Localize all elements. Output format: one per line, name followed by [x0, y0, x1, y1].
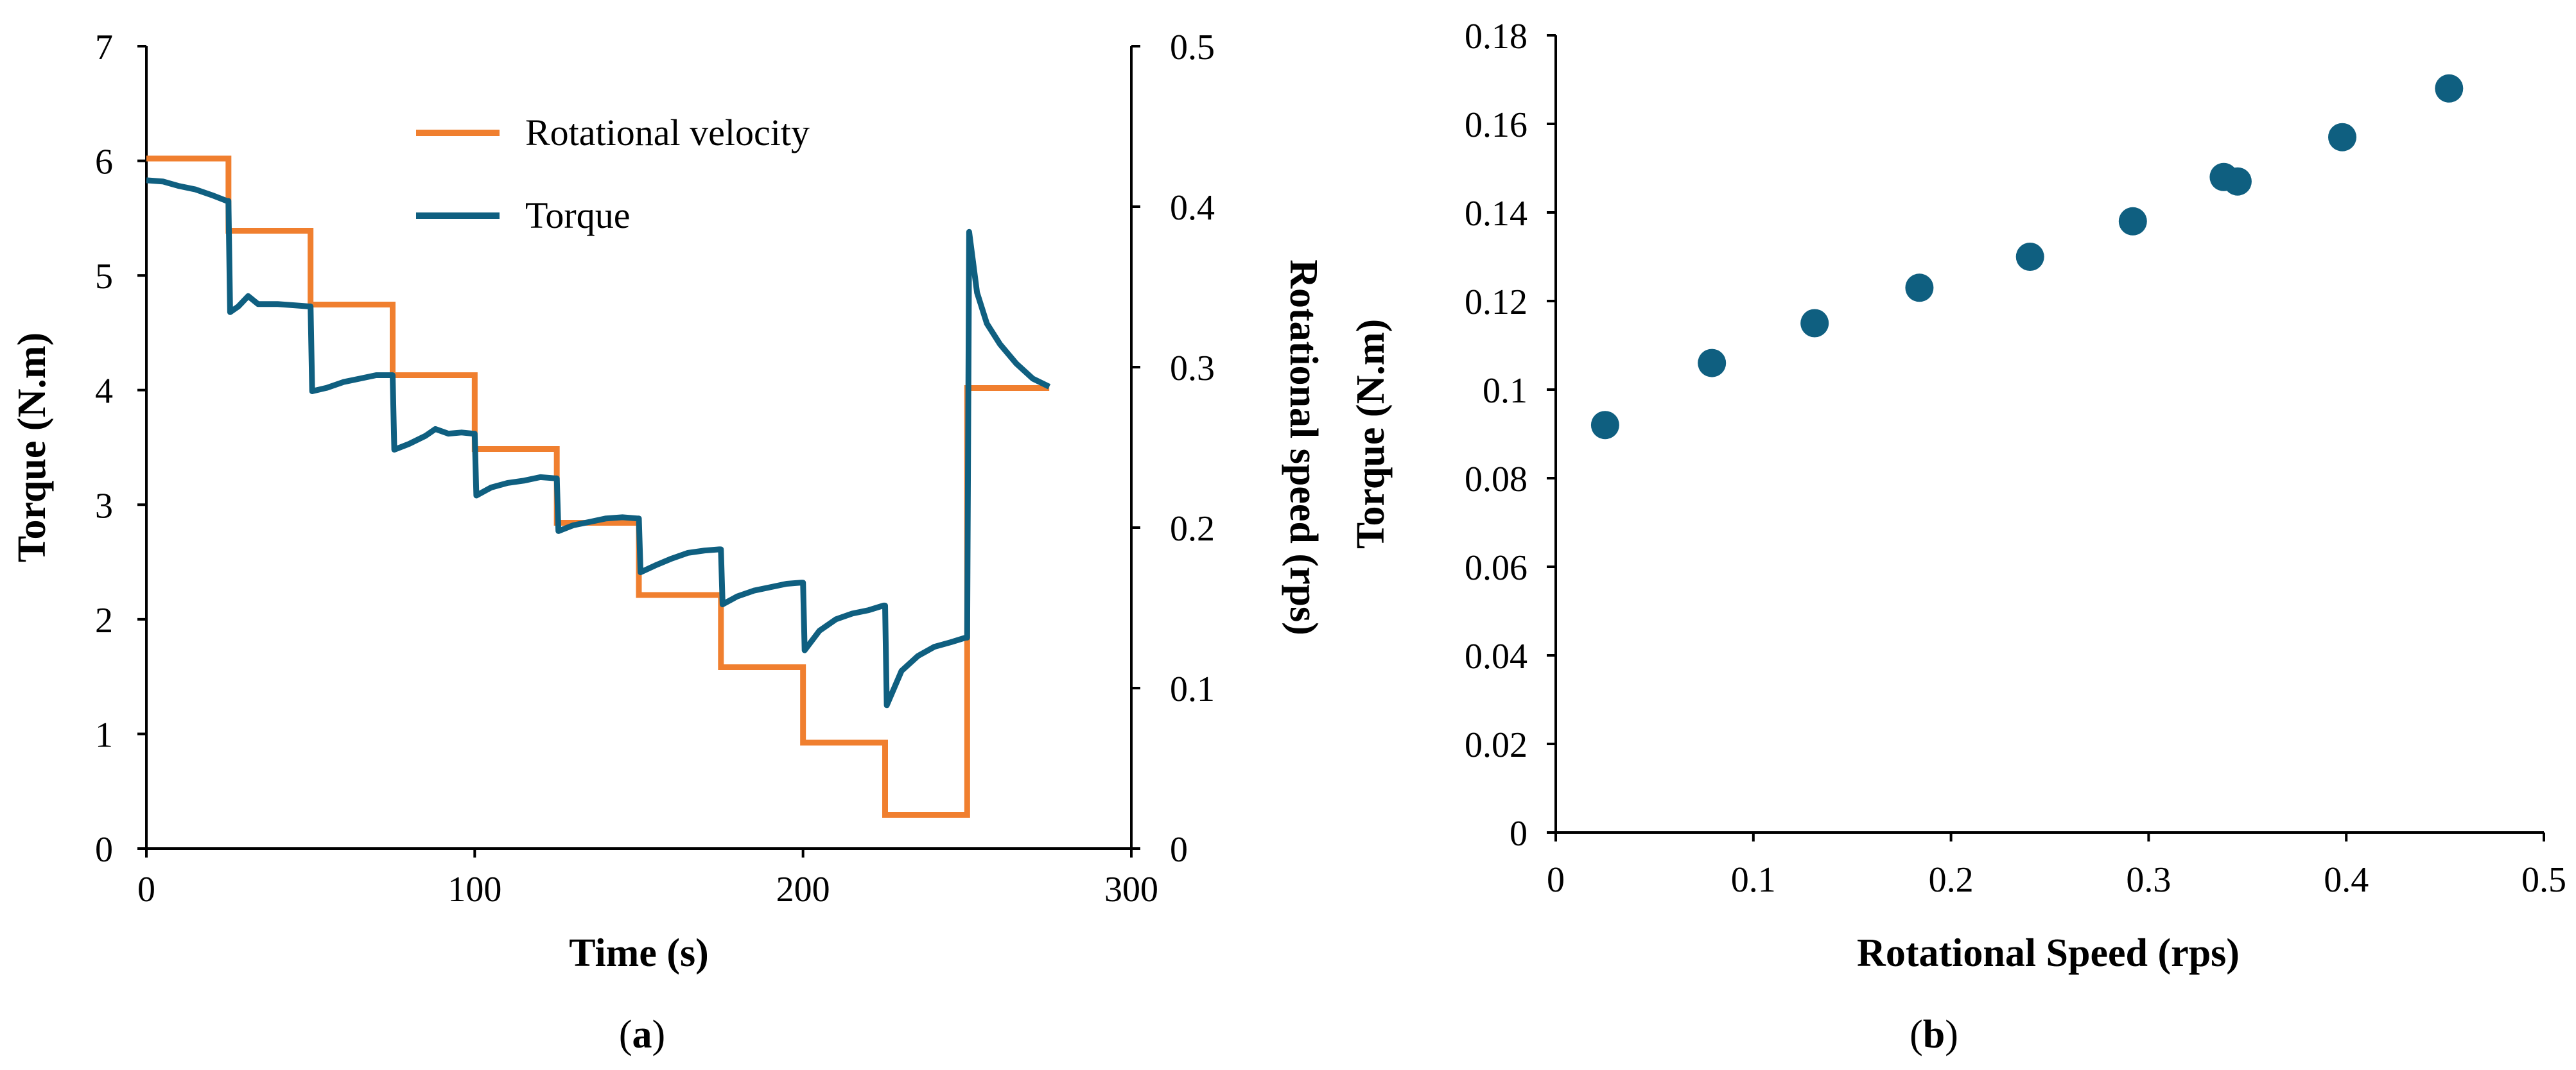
y2-tick-label: 0 — [1170, 830, 1188, 870]
y2-tick-label: 0.5 — [1170, 28, 1215, 67]
y2-tick-label: 0.3 — [1170, 349, 1215, 388]
y2-tick-label: 0.1 — [1170, 669, 1215, 709]
data-point — [2118, 207, 2147, 236]
x-tick-label: 0 — [137, 870, 155, 910]
y-tick-label: 4 — [95, 372, 113, 411]
y2-tick-label: 0.2 — [1170, 509, 1215, 549]
plot-b-points — [1590, 74, 2464, 440]
y-tick-label: 6 — [95, 142, 113, 182]
panel-label-a-letter: a — [632, 1013, 652, 1057]
y-tick-label: 5 — [95, 257, 113, 297]
y-tick-label: 0.18 — [1465, 17, 1527, 56]
panel-label-b-letter: b — [1923, 1013, 1945, 1057]
legend-label-torque: Torque — [525, 194, 630, 236]
x-tick-label: 0 — [1547, 860, 1565, 900]
data-point — [1800, 309, 1829, 338]
legend: Rotational velocity Torque — [416, 112, 810, 236]
chart-panel-a: 0 100 200 300 0 1 2 3 4 5 6 7 0 0.1 0.2 0.3 0.4 0.5 Rotat… — [10, 28, 1325, 1057]
x-tick-label: 0.1 — [1731, 860, 1776, 900]
legend-label-rotational-velocity: Rotational velocity — [525, 112, 810, 153]
data-point — [1698, 349, 1727, 377]
x-tick-label: 200 — [776, 870, 830, 910]
y-tick-label: 0.14 — [1465, 194, 1527, 234]
y2-tick-label: 0.4 — [1170, 188, 1215, 228]
data-point — [2015, 243, 2044, 271]
y-tick-label: 7 — [95, 28, 113, 67]
data-point — [2223, 167, 2252, 196]
data-point — [2328, 123, 2356, 151]
y-tick-label: 0.02 — [1465, 725, 1527, 765]
chart-panel-b: 0 0.1 0.2 0.3 0.4 0.5 0 0.02 0.04 0.06 0.08 0.1 0.12… — [1349, 17, 2566, 1057]
plot-a-x-axis-title: Time (s) — [569, 931, 709, 975]
x-tick-label: 300 — [1104, 870, 1158, 910]
plot-a-series — [146, 155, 1051, 818]
y-tick-label: 0.06 — [1465, 548, 1527, 588]
x-tick-label: 100 — [448, 870, 501, 910]
y-tick-label: 0.1 — [1483, 371, 1527, 411]
x-tick-label: 0.3 — [2126, 860, 2171, 900]
y-tick-label: 0 — [95, 830, 113, 870]
plot-a-y2-axis-title: Rotational speed (rps) — [1282, 259, 1325, 635]
y-tick-label: 0.04 — [1465, 637, 1527, 677]
panel-label-a: (a) — [619, 1013, 665, 1057]
plot-a-y-axis-title: Torque (N.m) — [10, 332, 54, 562]
y-tick-label: 0.12 — [1465, 282, 1527, 322]
y-tick-label: 3 — [95, 486, 113, 526]
y-tick-label: 2 — [95, 601, 113, 641]
y-tick-label: 0.16 — [1465, 105, 1527, 145]
y-tick-label: 0 — [1510, 814, 1527, 854]
x-tick-label: 0.2 — [1929, 860, 1974, 900]
plot-b-ticks: 0 0.1 0.2 0.3 0.4 0.5 0 0.02 0.04 0.06 0.08 0.1 0.12… — [1465, 17, 2566, 900]
x-tick-label: 0.4 — [2324, 860, 2369, 900]
panel-label-b: (b) — [1910, 1013, 1958, 1057]
data-point — [2435, 74, 2464, 103]
data-point — [1905, 273, 1934, 302]
plot-b-x-axis-title: Rotational Speed (rps) — [1857, 931, 2240, 975]
x-tick-label: 0.5 — [2521, 860, 2566, 900]
series-line-rotational-velocity — [146, 155, 1050, 818]
y-tick-label: 1 — [95, 715, 113, 755]
series-line-torque — [146, 177, 1051, 709]
plot-a-ticks: 0 100 200 300 0 1 2 3 4 5 6 7 0 0.1 0.2 0.3 0.4 0.5 — [95, 28, 1215, 910]
data-point — [1590, 411, 1619, 440]
y-tick-label: 0.08 — [1465, 460, 1527, 499]
plot-b-y-axis-title: Torque (N.m) — [1349, 319, 1393, 549]
